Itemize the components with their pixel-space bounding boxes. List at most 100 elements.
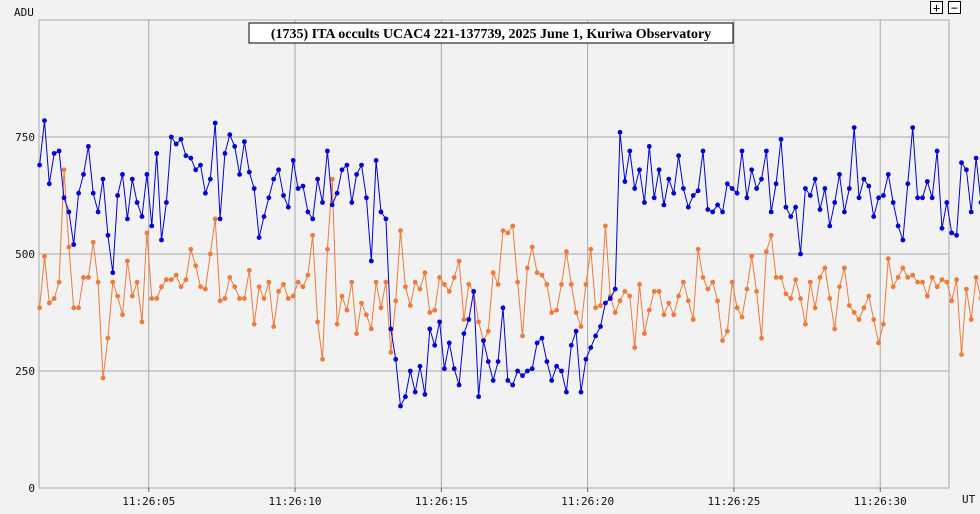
data-point	[188, 246, 194, 252]
data-point	[432, 307, 438, 313]
data-point	[695, 188, 701, 194]
data-point	[827, 296, 833, 301]
data-point	[120, 172, 125, 177]
data-point	[500, 228, 506, 234]
data-point	[451, 366, 457, 372]
data-point	[178, 136, 184, 142]
data-point	[534, 270, 540, 276]
data-point	[485, 328, 491, 334]
data-point	[281, 193, 286, 198]
data-point	[446, 340, 452, 346]
data-point	[364, 195, 369, 201]
data-point	[920, 195, 925, 201]
data-point	[100, 176, 106, 182]
data-point	[251, 321, 257, 327]
data-point	[344, 307, 350, 313]
data-point	[817, 207, 823, 212]
data-point	[256, 284, 262, 290]
data-point	[754, 186, 759, 191]
data-point	[188, 155, 194, 161]
data-point	[559, 282, 564, 287]
y-tick-label: 0	[28, 482, 35, 495]
data-point	[90, 239, 96, 245]
data-point	[422, 392, 428, 397]
data-point	[885, 256, 891, 262]
data-point	[685, 204, 691, 210]
data-point	[71, 242, 77, 248]
data-point	[783, 204, 789, 210]
data-point	[354, 331, 359, 336]
data-point	[295, 186, 301, 191]
data-point	[944, 279, 950, 285]
grid-lines	[38, 19, 950, 492]
data-point	[461, 331, 467, 336]
data-point	[890, 284, 896, 290]
data-point	[42, 253, 47, 259]
data-point	[256, 235, 262, 241]
data-point	[183, 153, 189, 159]
data-point	[939, 277, 945, 283]
data-point	[881, 321, 886, 327]
data-point	[261, 214, 267, 220]
data-point	[149, 296, 155, 301]
data-point	[549, 310, 555, 315]
data-point	[739, 148, 745, 154]
data-point	[920, 279, 925, 285]
data-point	[164, 277, 169, 283]
data-point	[724, 181, 730, 187]
data-point	[700, 275, 706, 280]
data-point	[227, 275, 233, 280]
data-point	[968, 317, 974, 322]
data-point	[710, 209, 716, 215]
data-point	[890, 200, 896, 205]
data-point	[76, 305, 81, 311]
data-point	[603, 300, 608, 306]
data-point	[661, 202, 667, 208]
data-point	[778, 275, 784, 280]
data-point	[900, 237, 906, 243]
data-point	[203, 190, 208, 196]
zoom-in-button[interactable]: +	[930, 1, 943, 14]
data-point	[212, 120, 218, 126]
data-point	[144, 172, 150, 177]
y-axis-label: ADU	[14, 6, 34, 19]
data-point	[222, 296, 228, 301]
data-point	[934, 148, 940, 154]
data-point	[944, 200, 950, 205]
data-point	[525, 368, 530, 374]
data-point	[139, 319, 145, 325]
data-point	[46, 300, 52, 306]
data-point	[139, 214, 145, 220]
data-point	[642, 200, 647, 205]
data-point	[924, 179, 930, 184]
data-point	[368, 258, 374, 264]
data-point	[427, 326, 433, 332]
x-axis-label: UT	[962, 493, 976, 506]
data-point	[37, 305, 42, 311]
data-point	[110, 270, 116, 276]
data-point	[193, 167, 199, 173]
data-point	[973, 275, 979, 280]
data-point	[905, 275, 911, 280]
data-point	[578, 324, 584, 329]
data-point	[125, 216, 130, 222]
data-point	[954, 232, 959, 238]
data-point	[159, 237, 164, 243]
data-point	[827, 223, 833, 229]
data-point	[544, 359, 550, 364]
data-point	[515, 279, 520, 285]
data-point	[690, 193, 696, 198]
data-point	[403, 284, 408, 290]
data-point	[198, 284, 203, 290]
data-point	[168, 134, 174, 140]
data-point	[325, 148, 330, 154]
data-point	[583, 282, 589, 287]
data-point	[276, 167, 281, 173]
data-point	[744, 195, 750, 201]
data-point	[646, 144, 652, 149]
data-point	[554, 307, 559, 313]
data-point	[861, 305, 867, 311]
data-point	[339, 167, 345, 173]
zoom-out-button[interactable]: −	[948, 1, 961, 14]
data-point	[417, 363, 423, 369]
